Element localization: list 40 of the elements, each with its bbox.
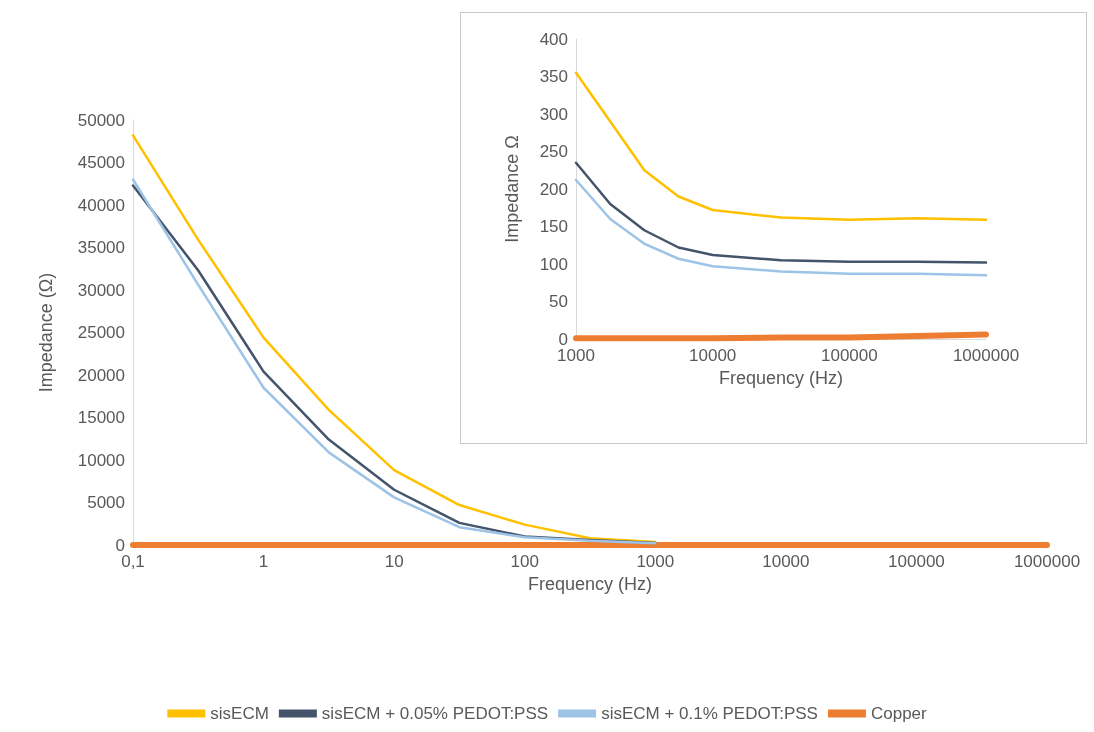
x-tick-label: 100 xyxy=(510,552,539,571)
x-tick-label: 10000 xyxy=(762,552,810,571)
y-tick-label: 0 xyxy=(558,329,568,349)
x-tick-label: 1000 xyxy=(557,346,595,365)
x-tick-label: 1000 xyxy=(636,552,675,571)
y-axis-title: Impedance (Ω) xyxy=(36,272,56,393)
y-tick-label: 400 xyxy=(539,29,568,49)
y-tick-label: 350 xyxy=(539,67,568,86)
y-tick-label: 10000 xyxy=(77,450,125,470)
y-tick-label: 25000 xyxy=(77,323,125,342)
y-tick-label: 100 xyxy=(539,254,568,274)
y-tick-label: 50 xyxy=(549,292,568,311)
x-tick-label: 10 xyxy=(384,552,404,571)
legend-label: Copper xyxy=(870,704,928,723)
x-tick-label: 100000 xyxy=(820,346,878,365)
x-axis-title: Frequency (Hz) xyxy=(527,574,653,594)
x-tick-label: 10000 xyxy=(689,346,737,365)
y-tick-label: 150 xyxy=(539,217,568,236)
legend-label: sisECM + 0.1% PEDOT:PSS xyxy=(601,704,818,723)
x-tick-label: 100000 xyxy=(888,552,945,571)
legend-label: sisECM + 0.05% PEDOT:PSS xyxy=(321,704,549,723)
y-tick-label: 0 xyxy=(115,535,125,555)
x-axis-title: Frequency (Hz) xyxy=(718,367,844,388)
y-axis-title: Impedance Ω xyxy=(502,135,522,243)
y-tick-label: 45000 xyxy=(77,153,125,172)
y-tick-label: 20000 xyxy=(77,365,125,385)
y-tick-label: 200 xyxy=(539,179,568,199)
y-tick-label: 5000 xyxy=(87,493,125,512)
y-tick-label: 35000 xyxy=(77,238,125,257)
y-tick-label: 250 xyxy=(539,142,568,161)
y-tick-label: 30000 xyxy=(77,280,125,300)
y-tick-label: 15000 xyxy=(77,408,125,427)
x-tick-label: 1000000 xyxy=(952,346,1020,365)
y-tick-label: 50000 xyxy=(77,110,125,130)
x-tick-label: 0,1 xyxy=(121,552,145,571)
y-tick-label: 300 xyxy=(539,104,568,124)
y-tick-label: 40000 xyxy=(77,195,125,215)
x-tick-label: 1 xyxy=(258,552,269,571)
legend-label: sisECM xyxy=(210,704,269,723)
x-tick-label: 1000000 xyxy=(1013,552,1081,571)
